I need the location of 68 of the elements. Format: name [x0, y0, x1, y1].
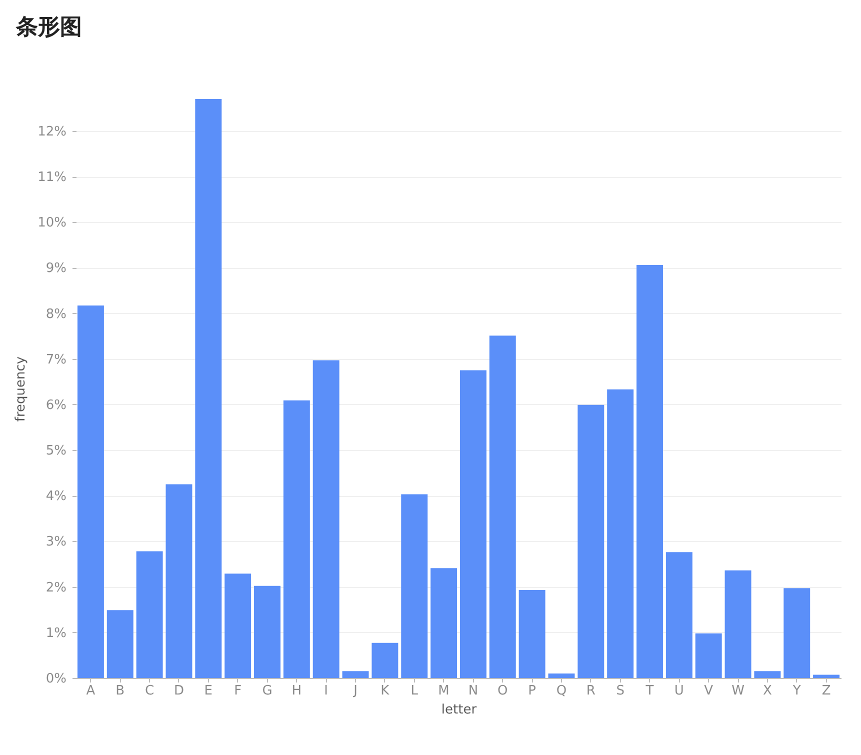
bar [283, 400, 310, 678]
x-tick-label: G [262, 684, 272, 698]
y-tick-label: 8% [46, 306, 66, 322]
bar [460, 370, 486, 678]
bar [401, 494, 428, 678]
y-tick-label: 12% [38, 124, 66, 140]
x-tick-label: L [410, 684, 419, 698]
y-tick-label: 5% [46, 444, 66, 459]
y-axis-title: frequency [14, 356, 29, 422]
bar [518, 590, 546, 678]
y-tick-label: 11% [38, 170, 66, 186]
y-tick-label: 6% [46, 398, 66, 413]
y-tick-label: 2% [46, 580, 66, 596]
x-tick-label: N [468, 684, 478, 698]
bar [342, 671, 369, 678]
y-tick-label: 9% [46, 261, 66, 276]
x-axis-title: letter [441, 702, 478, 718]
bar [636, 264, 663, 678]
bar [254, 586, 280, 678]
x-tick-label: E [204, 684, 213, 698]
bar [195, 99, 222, 678]
y-tick-label: 3% [46, 534, 66, 550]
x-tick-label: T [644, 684, 654, 698]
bar [548, 673, 575, 678]
bar [312, 360, 340, 678]
x-tick-label: H [292, 684, 302, 698]
bar [430, 568, 458, 678]
chart-title: 条形图 [15, 15, 82, 40]
bar [578, 404, 604, 678]
x-tick-label: M [438, 684, 450, 698]
x-tick-label: R [586, 684, 596, 698]
bar [754, 671, 781, 678]
x-tick-label: U [674, 684, 684, 698]
bar [166, 484, 192, 678]
x-tick-label: A [86, 684, 96, 698]
y-tick-label: 4% [46, 489, 66, 504]
bar [813, 674, 840, 678]
bar [724, 570, 752, 678]
bar [77, 306, 104, 678]
bar [784, 588, 810, 678]
x-tick-label: V [704, 684, 714, 698]
x-tick-label: I [324, 684, 328, 698]
x-tick-label: D [174, 684, 184, 698]
bar [695, 633, 722, 678]
x-tick-label: F [234, 684, 242, 698]
y-tick-label: 0% [46, 672, 66, 686]
bar [607, 389, 634, 678]
x-tick-label: X [762, 684, 772, 698]
x-tick-label: B [116, 684, 125, 698]
x-tick-label: P [528, 684, 536, 698]
x-tick-label: Z [822, 684, 831, 698]
x-tick-label: J [352, 684, 358, 698]
bar [224, 574, 252, 678]
bar [136, 551, 163, 678]
y-tick-label: 1% [46, 626, 66, 641]
bar [106, 610, 134, 678]
x-tick-label: C [145, 684, 154, 698]
x-tick-label: Q [556, 684, 567, 698]
bar [666, 552, 692, 678]
bar [489, 336, 516, 678]
x-tick-label: Y [792, 684, 801, 698]
bar [372, 642, 398, 678]
x-tick-label: K [380, 684, 390, 698]
x-tick-label: W [732, 684, 745, 698]
x-tick-label: O [498, 684, 508, 698]
y-tick-label: 7% [46, 352, 66, 368]
y-tick-label: 10% [38, 216, 66, 231]
x-tick-label: S [616, 684, 624, 698]
